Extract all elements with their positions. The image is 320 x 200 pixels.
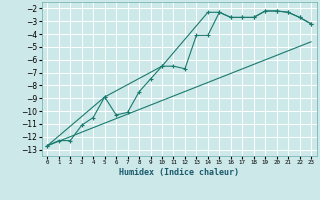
- X-axis label: Humidex (Indice chaleur): Humidex (Indice chaleur): [119, 168, 239, 177]
